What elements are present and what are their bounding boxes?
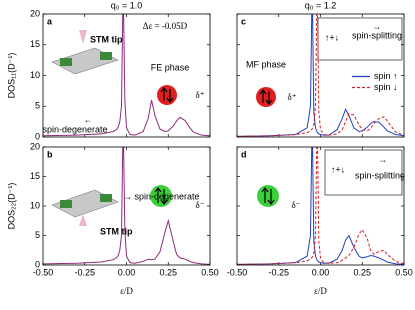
- inset-frame: [324, 149, 403, 196]
- spin-ball: [256, 87, 276, 107]
- data-line: [43, 147, 210, 265]
- spin-ball: [157, 85, 177, 105]
- annotation: δ⁺: [288, 92, 297, 102]
- annotation: FE phase: [151, 62, 190, 72]
- legend-label: spin ↑: [374, 71, 398, 81]
- annotation: STM tip: [100, 226, 133, 236]
- x-tick-label: 0.25: [353, 267, 371, 277]
- data-line: [43, 14, 210, 137]
- annotation: ↑+↓: [331, 164, 345, 174]
- annotation: a: [47, 16, 53, 26]
- plot-frame: [236, 13, 405, 138]
- data-line: [237, 14, 404, 137]
- annotation: d: [241, 149, 247, 159]
- data-line: [237, 147, 404, 265]
- plot-frame: [42, 13, 211, 138]
- annotation: ↑+↓: [325, 32, 339, 42]
- annotation: →: [372, 21, 381, 31]
- annotation: spin-degenerate: [42, 124, 107, 134]
- x-tick-label: -0.25: [268, 267, 289, 277]
- annotation: → spin-degenerate: [123, 191, 200, 201]
- inset-frame: [317, 17, 403, 61]
- x-tick-label: -0.50: [227, 267, 248, 277]
- x-tick-label: 0.25: [159, 267, 177, 277]
- y-axis-label: DOS₂₂(D⁻¹): [6, 183, 16, 230]
- y-tick-label: 0: [35, 259, 40, 269]
- y-tick-label: 0: [35, 131, 40, 141]
- x-axis-label: ε/D: [120, 286, 133, 296]
- x-tick-label: 0.50: [395, 267, 413, 277]
- x-axis-label: ε/D: [314, 286, 327, 296]
- y-tick-label: 20: [30, 8, 40, 18]
- plot-frame: [236, 146, 405, 266]
- annotation: c: [241, 16, 246, 26]
- y-axis-label: DOS₁₁(D⁻¹): [6, 53, 16, 99]
- y-tick-label: 15: [30, 39, 40, 49]
- data-line: [237, 147, 404, 265]
- annotation: spin-splitting: [355, 170, 405, 180]
- legend-label: spin ↓: [374, 82, 398, 92]
- data-line: [237, 14, 404, 137]
- y-tick-label: 15: [30, 171, 40, 181]
- panel-title: q₀ = 1.2: [305, 0, 337, 10]
- device-sketch: [51, 189, 119, 226]
- annotation: b: [47, 149, 53, 159]
- y-tick-label: 5: [35, 101, 40, 111]
- spin-ball: [257, 185, 279, 207]
- x-tick-label: 0.00: [118, 267, 136, 277]
- spin-ball: [150, 185, 172, 207]
- y-tick-label: 10: [30, 70, 40, 80]
- annotation: δ⁻: [196, 200, 205, 210]
- y-tick-label: 5: [35, 230, 40, 240]
- y-tick-label: 10: [30, 200, 40, 210]
- annotation: δ⁺: [196, 90, 205, 100]
- x-tick-label: -0.25: [74, 267, 95, 277]
- annotation: MF phase: [246, 59, 286, 69]
- annotation: →: [378, 154, 387, 164]
- y-tick-label: 20: [30, 141, 40, 151]
- annotation: Δε = -0.05D: [143, 21, 188, 31]
- annotation: δ⁻: [292, 200, 301, 210]
- annotation: ←: [84, 114, 93, 124]
- annotation: STM tip: [90, 34, 123, 44]
- x-tick-label: 0.50: [201, 267, 219, 277]
- x-tick-label: -0.50: [33, 267, 54, 277]
- panel-title: q₀ = 1.0: [111, 0, 143, 10]
- device-sketch: [51, 30, 119, 75]
- x-tick-label: 0.00: [312, 267, 330, 277]
- annotation: spin-splitting: [352, 30, 402, 40]
- plot-frame: [42, 146, 211, 266]
